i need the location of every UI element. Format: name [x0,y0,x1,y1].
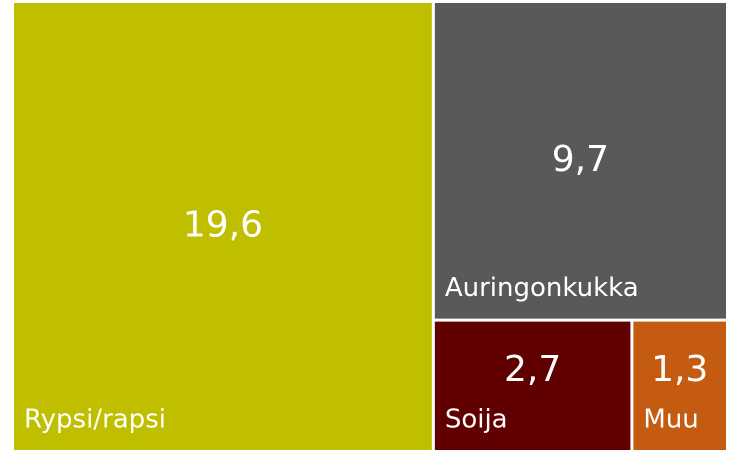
tile [434,321,631,450]
value-label: 9,7 [552,139,609,180]
tile [14,3,432,450]
tile-label: Soija [445,405,508,435]
value-label: 19,6 [183,205,263,246]
tile [633,321,726,450]
value-label: 1,3 [651,349,708,390]
tile-label: Muu [643,405,698,435]
tile-label: Auringonkukka [445,273,639,303]
value-label: 2,7 [504,349,561,390]
tile-label: Rypsi/rapsi [24,405,166,435]
tile [434,3,726,319]
